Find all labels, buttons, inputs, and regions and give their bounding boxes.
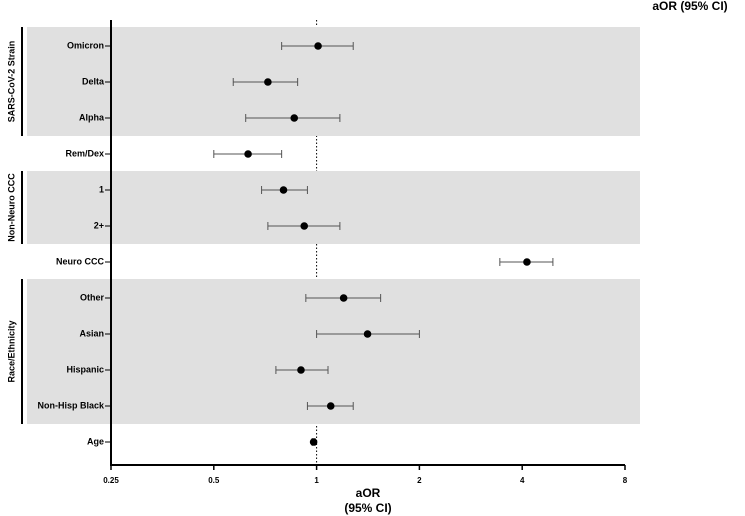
estimate-point [339,294,348,302]
estimate-point [279,186,288,194]
row-label: Non-Hisp Black [37,400,105,410]
row-label: Hispanic [66,364,104,374]
row-label: Rem/Dex [65,148,104,158]
x-axis-label: aOR [356,486,381,500]
row-label: Other [80,292,105,302]
estimate-point [244,150,252,158]
x-axis-label-sub: (95% CI) [344,501,391,515]
row-label: 2+ [94,220,104,230]
estimate-point [363,330,372,338]
estimate-point [264,78,272,86]
row-label: Omicron [67,40,104,50]
x-tick-label: 0.25 [103,476,119,485]
column-header: aOR (95% CI) [652,0,727,13]
group-label: SARS-CoV-2 Strain [6,41,16,123]
x-tick-label: 1 [314,476,319,485]
group-label: Race/Ethnicity [6,320,16,382]
row-label: Asian [79,328,104,338]
estimate-point [290,114,299,122]
estimate-point [326,402,335,410]
group-band [27,27,640,136]
x-tick-label: 4 [520,476,525,485]
estimate-point [523,258,531,266]
bands [27,20,640,465]
row-label: Delta [82,76,105,86]
row-label: 1 [99,184,104,194]
row-label: Neuro CCC [56,256,105,266]
group-band [27,171,640,244]
estimate-point [309,438,318,446]
group-band [27,279,640,424]
estimate-point [300,222,309,230]
estimate-point [314,42,322,50]
x-tick-label: 8 [623,476,628,485]
marks: SARS-CoV-2 Strain Omicron Delta Alpha Rem/De… [6,27,554,446]
row-label: Age [87,436,104,446]
row-label: Alpha [79,112,105,122]
group-label: Non-Neuro CCC [6,173,16,242]
estimate-point [297,366,305,374]
x-tick-label: 2 [417,476,422,485]
x-tick-label: 0.5 [208,476,220,485]
